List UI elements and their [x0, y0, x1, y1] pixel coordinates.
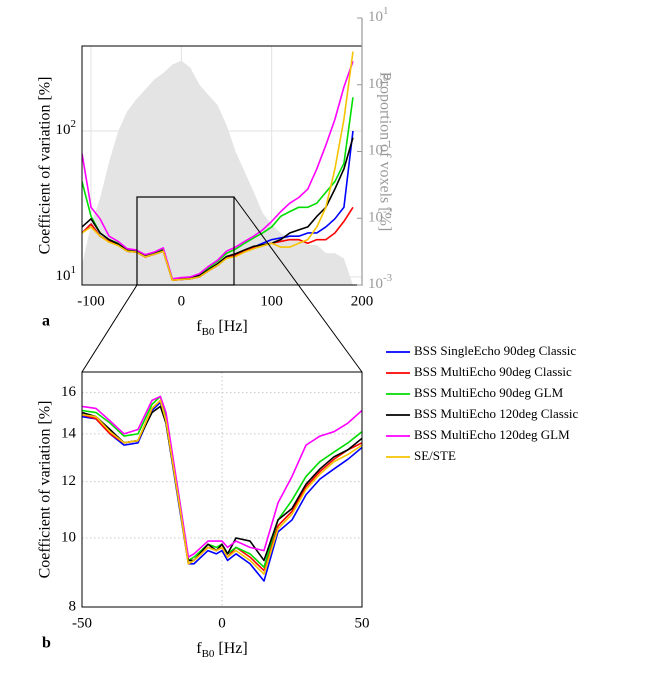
x-tick-label: 100 [260, 293, 283, 309]
legend-label: BSS SingleEcho 90deg Classic [414, 343, 576, 358]
plots: -100 0 100 20010110210-310-210-1100101Propo… [37, 5, 394, 660]
legend: BSS SingleEcho 90deg Classic BSS MultiEch… [386, 343, 579, 463]
x-axis-label: fB0 [Hz] [196, 318, 247, 338]
x-tick-label: 0 [218, 615, 226, 631]
y-tick-label: 12 [61, 473, 76, 489]
line [82, 61, 354, 280]
x-tick-label: -100 [77, 293, 105, 309]
y2-tick-label: 10-3 [368, 272, 393, 293]
axes-box [81, 371, 363, 608]
y2-tick-label: 10-2 [368, 205, 392, 226]
y2-axis-label: Proportion of voxels [%] [376, 72, 393, 232]
legend-label: SE/STE [414, 448, 456, 463]
legend-label: BSS MultiEcho 90deg GLM [414, 385, 564, 400]
y-tick-label: 101 [56, 263, 77, 284]
line [82, 51, 354, 281]
area [82, 60, 353, 285]
zoom-connector [81, 284, 138, 373]
panel-label: b [42, 635, 51, 652]
y2-tick-label: 100 [368, 71, 389, 92]
y-tick-label: 14 [61, 425, 77, 441]
x-tick-label: 50 [355, 615, 370, 631]
line [82, 399, 362, 575]
y-tick-label: 8 [69, 598, 77, 614]
chart: -100 0 100 200 101 102 10-3 10-2 10-1 100 101 Propo… [37, 5, 394, 338]
y-tick-label: 10 [61, 529, 76, 545]
x-axis-label: fB0 [Hz] [196, 640, 247, 660]
line [82, 395, 362, 558]
y-tick-label: 102 [56, 117, 77, 138]
y-axis-label: Coefficient of variation [%] [37, 77, 54, 255]
y-tick-label: 16 [61, 384, 77, 400]
zoom-connector [233, 196, 363, 373]
panel-label: a [42, 313, 50, 330]
zoom-box [136, 196, 235, 286]
legend-label: BSS MultiEcho 120deg GLM [414, 427, 570, 442]
x-tick-label: -50 [72, 615, 92, 631]
y-axis-label: Coefficient of variation [%] [37, 401, 54, 579]
chart: -50 0 50 8 10 12 14 16 fB0 [Hz] Coefficient of va… [37, 371, 370, 660]
legend-label: BSS MultiEcho 90deg Classic [414, 364, 572, 379]
y2-tick-label: 10-1 [368, 138, 392, 159]
line [82, 395, 362, 568]
legend-label: BSS MultiEcho 120deg Classic [414, 406, 579, 421]
x-tick-label: 0 [178, 293, 186, 309]
y2-tick-label: 101 [368, 5, 389, 26]
line [82, 401, 362, 582]
x-tick-label: 200 [351, 293, 374, 309]
